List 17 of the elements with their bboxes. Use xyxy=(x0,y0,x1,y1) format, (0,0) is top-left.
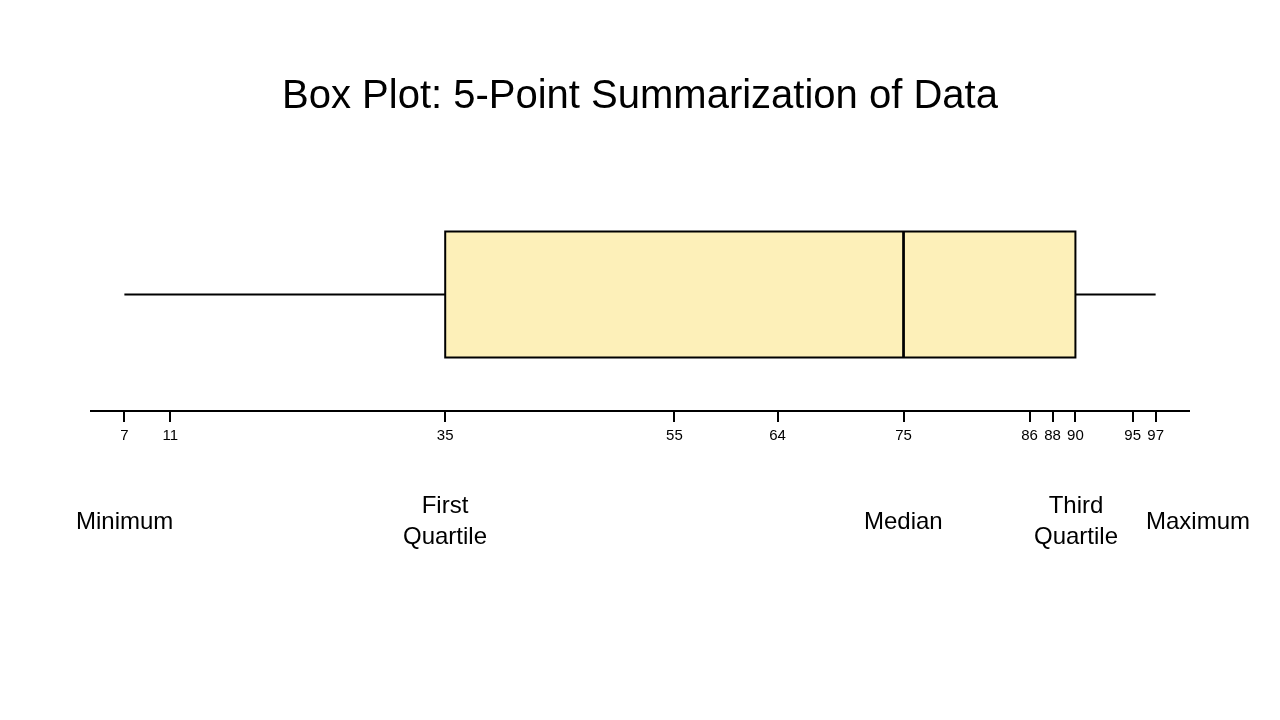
x-tick-label: 7 xyxy=(120,426,129,443)
x-tick-label: 97 xyxy=(1147,426,1164,443)
x-tick-label: 95 xyxy=(1124,426,1142,443)
x-tick-label: 55 xyxy=(666,426,683,443)
x-tick-label: 88 xyxy=(1044,426,1061,443)
x-tick-label: 86 xyxy=(1021,426,1038,443)
x-tick-label: 90 xyxy=(1067,426,1084,443)
x-tick-label: 11 xyxy=(162,426,178,443)
text: Median xyxy=(864,507,943,534)
text: Third Quartile xyxy=(1034,491,1119,550)
chart-title: Box Plot: 5-Point Summarization of Data xyxy=(282,71,999,116)
x-tick-label: 35 xyxy=(436,426,454,443)
text: First Quartile xyxy=(403,491,488,550)
text: Maximum xyxy=(1146,507,1251,534)
x-tick-label: 75 xyxy=(895,426,912,443)
text: Minimum xyxy=(76,507,174,534)
x-tick-label: 64 xyxy=(769,426,786,443)
